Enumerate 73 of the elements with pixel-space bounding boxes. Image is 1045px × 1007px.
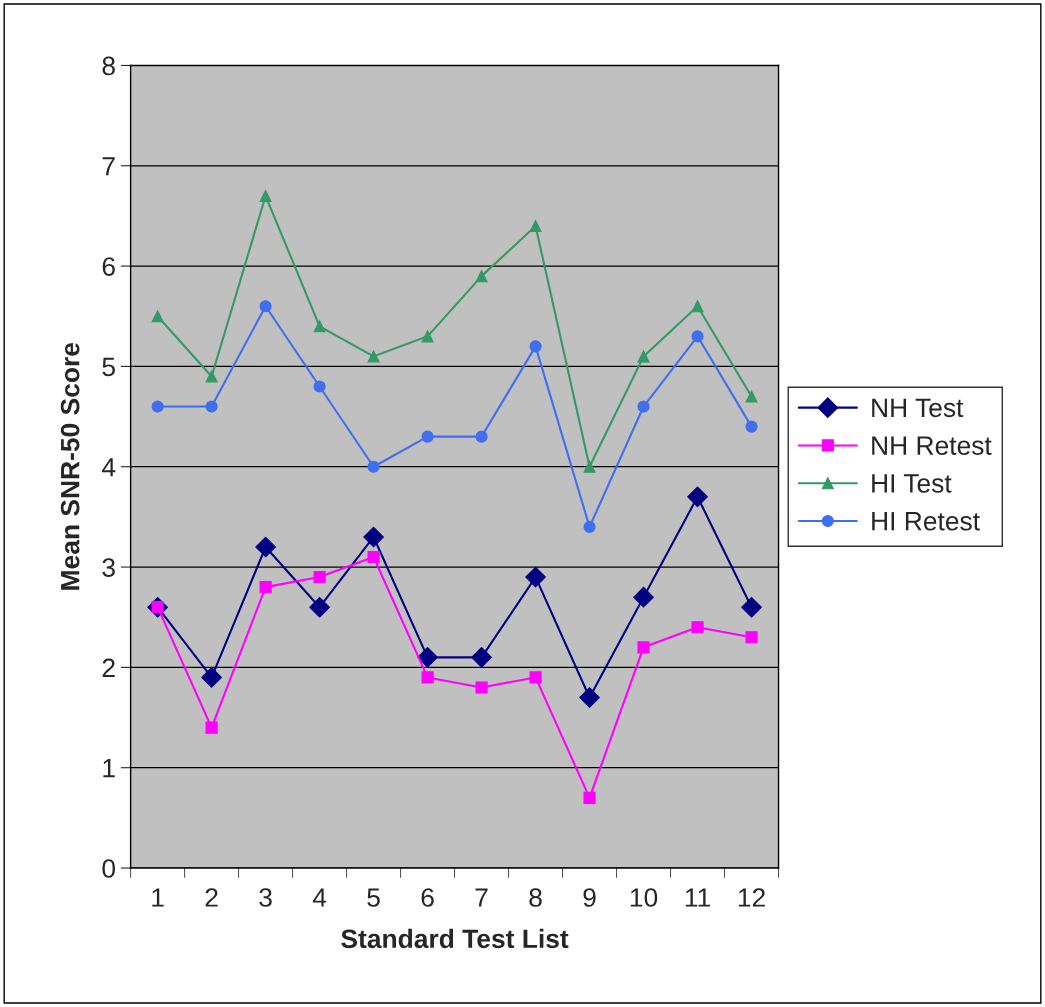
y-tick-label: 0 [102,859,116,878]
point [529,219,542,233]
point [529,671,542,684]
point [583,791,596,804]
x-tick-label: 11 [685,888,710,907]
point [367,550,380,564]
point [151,400,164,413]
point [475,270,488,283]
x-tick-label: 3 [259,888,272,907]
x-tick-label: 7 [475,888,488,907]
point [205,370,218,383]
point [363,526,384,548]
point [259,189,272,202]
point [745,631,758,644]
x-tick-label: 12 [738,888,765,907]
x-tick-label: 5 [367,888,380,907]
point [255,536,276,558]
legend-label: NH Test [872,398,964,418]
legend-label: HI Retest [872,512,980,531]
y-axis-title: Mean SNR-50 Score [60,342,80,590]
y-tick-label: 8 [102,56,115,76]
x-tick-label: 4 [312,888,327,907]
legend-label: HI Test [872,474,952,493]
point [367,350,380,363]
point [313,380,326,393]
y-tick-label: 4 [101,458,116,477]
point [309,596,330,618]
x-tick-label: 9 [583,888,596,907]
point [367,460,380,473]
point [471,647,492,668]
point [313,571,326,584]
point [475,681,488,694]
point [421,430,434,443]
x-axis-title: Standard Test List [341,928,569,949]
x-tick-label: 10 [630,888,658,907]
point [583,520,596,534]
point [421,671,434,684]
x-tick-label: 1 [152,888,164,907]
x-tick-label: 8 [529,888,542,907]
point [745,420,758,433]
point [201,667,222,688]
y-tick-label: 6 [102,257,115,276]
point [633,586,654,608]
x-tick-label: 2 [205,888,218,907]
point [259,300,272,313]
point [637,350,650,363]
point [525,566,546,588]
point [579,687,600,708]
point [421,330,434,343]
point [313,320,326,333]
y-tick-label: 7 [102,157,115,176]
y-tick-label: 3 [102,558,115,577]
x-tick-label: 6 [421,888,434,907]
point [745,390,758,403]
point [691,330,704,343]
y-tick-label: 2 [102,658,115,677]
point [475,430,488,443]
point [205,400,218,413]
point [691,300,704,313]
point [583,460,596,473]
y-tick-label: 1 [103,759,115,778]
point [529,340,542,353]
y-tick-label: 5 [102,357,115,377]
legend-label: NH Retest [872,436,992,455]
point [691,621,704,634]
point [741,596,762,618]
point [151,310,164,323]
point [205,721,218,734]
point [259,581,272,594]
point [417,647,438,668]
point [637,641,650,654]
point [637,400,650,413]
point [687,486,708,508]
